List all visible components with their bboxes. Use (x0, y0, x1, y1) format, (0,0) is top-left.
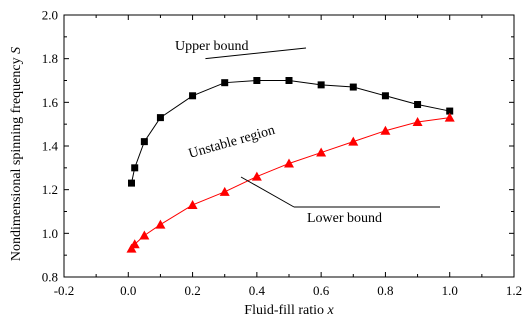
axis-ticks (63, 14, 515, 278)
y-tick-labels: 0.8 1.0 1.2 1.4 1.6 1.8 2.0 (42, 8, 59, 285)
x-tick-label: 0.6 (313, 283, 330, 298)
upper-bound-marker (221, 79, 229, 87)
upper-bound-marker (156, 114, 164, 122)
x-tick-label: 0.4 (249, 283, 266, 298)
x-tick-label: 0.8 (377, 283, 393, 298)
upper-bound-label: Upper bound (175, 39, 249, 54)
plot-area (63, 14, 515, 278)
upper-bound-marker (349, 83, 357, 91)
x-tick-labels: -0.2 0.0 0.2 0.4 0.6 0.8 1.0 1.2 (54, 283, 522, 298)
lower-bound-marker (380, 125, 391, 135)
lower-bound-marker (251, 171, 262, 181)
lower-bound-marker (219, 186, 230, 196)
x-tick-label: 1.2 (506, 283, 522, 298)
y-tick-label: 1.0 (42, 226, 58, 241)
lower-bound-marker (284, 158, 294, 168)
plot-frame (63, 14, 515, 278)
upper-bound-marker (414, 101, 422, 109)
y-tick-label: 0.8 (42, 270, 58, 285)
series-line-upper-bound (131, 80, 450, 184)
x-tick-label: -0.2 (54, 283, 75, 298)
upper-bound-marker (285, 77, 293, 84)
y-tick-label: 1.6 (42, 95, 59, 110)
upper-bound-marker (253, 77, 261, 84)
y-tick-label: 2.0 (42, 8, 58, 23)
lower-bound-marker (348, 136, 359, 146)
y-axis-title: Nondimensional spinning frequency S (9, 47, 24, 261)
x-tick-label: 0.2 (184, 283, 200, 298)
y-tick-label: 1.4 (42, 139, 59, 154)
x-axis-title: Fluid-fill ratio x (244, 303, 334, 318)
lower-bound-marker (412, 116, 423, 126)
x-tick-label: 1.0 (442, 283, 458, 298)
annotations: Upper bound Lower bound Unstable region (175, 39, 440, 226)
lower-bound-marker (187, 199, 198, 209)
lower-bound-marker (155, 219, 166, 229)
unstable-region-label: Unstable region (187, 123, 277, 162)
upper-bound-marker (317, 81, 325, 89)
x-tick-label: 0.0 (120, 283, 136, 298)
upper-bound-marker (140, 138, 148, 146)
lower-bound-leader-line (240, 176, 295, 208)
upper-bound-marker (131, 164, 139, 172)
lower-bound-label: Lower bound (307, 211, 382, 226)
y-tick-label: 1.8 (42, 51, 58, 66)
upper-bound-marker (446, 107, 454, 115)
series-markers (126, 77, 455, 253)
upper-bound-leader-line (205, 47, 307, 60)
upper-bound-marker (381, 92, 389, 100)
lower-bound-marker (139, 230, 150, 240)
lower-bound-marker (316, 147, 327, 157)
series-line-lower-bound (131, 117, 450, 249)
upper-bound-marker (189, 92, 197, 100)
y-tick-label: 1.2 (42, 182, 58, 197)
upper-bound-marker (128, 179, 135, 187)
lower-bound-marker (444, 112, 455, 122)
lower-bound-marker (129, 239, 140, 249)
